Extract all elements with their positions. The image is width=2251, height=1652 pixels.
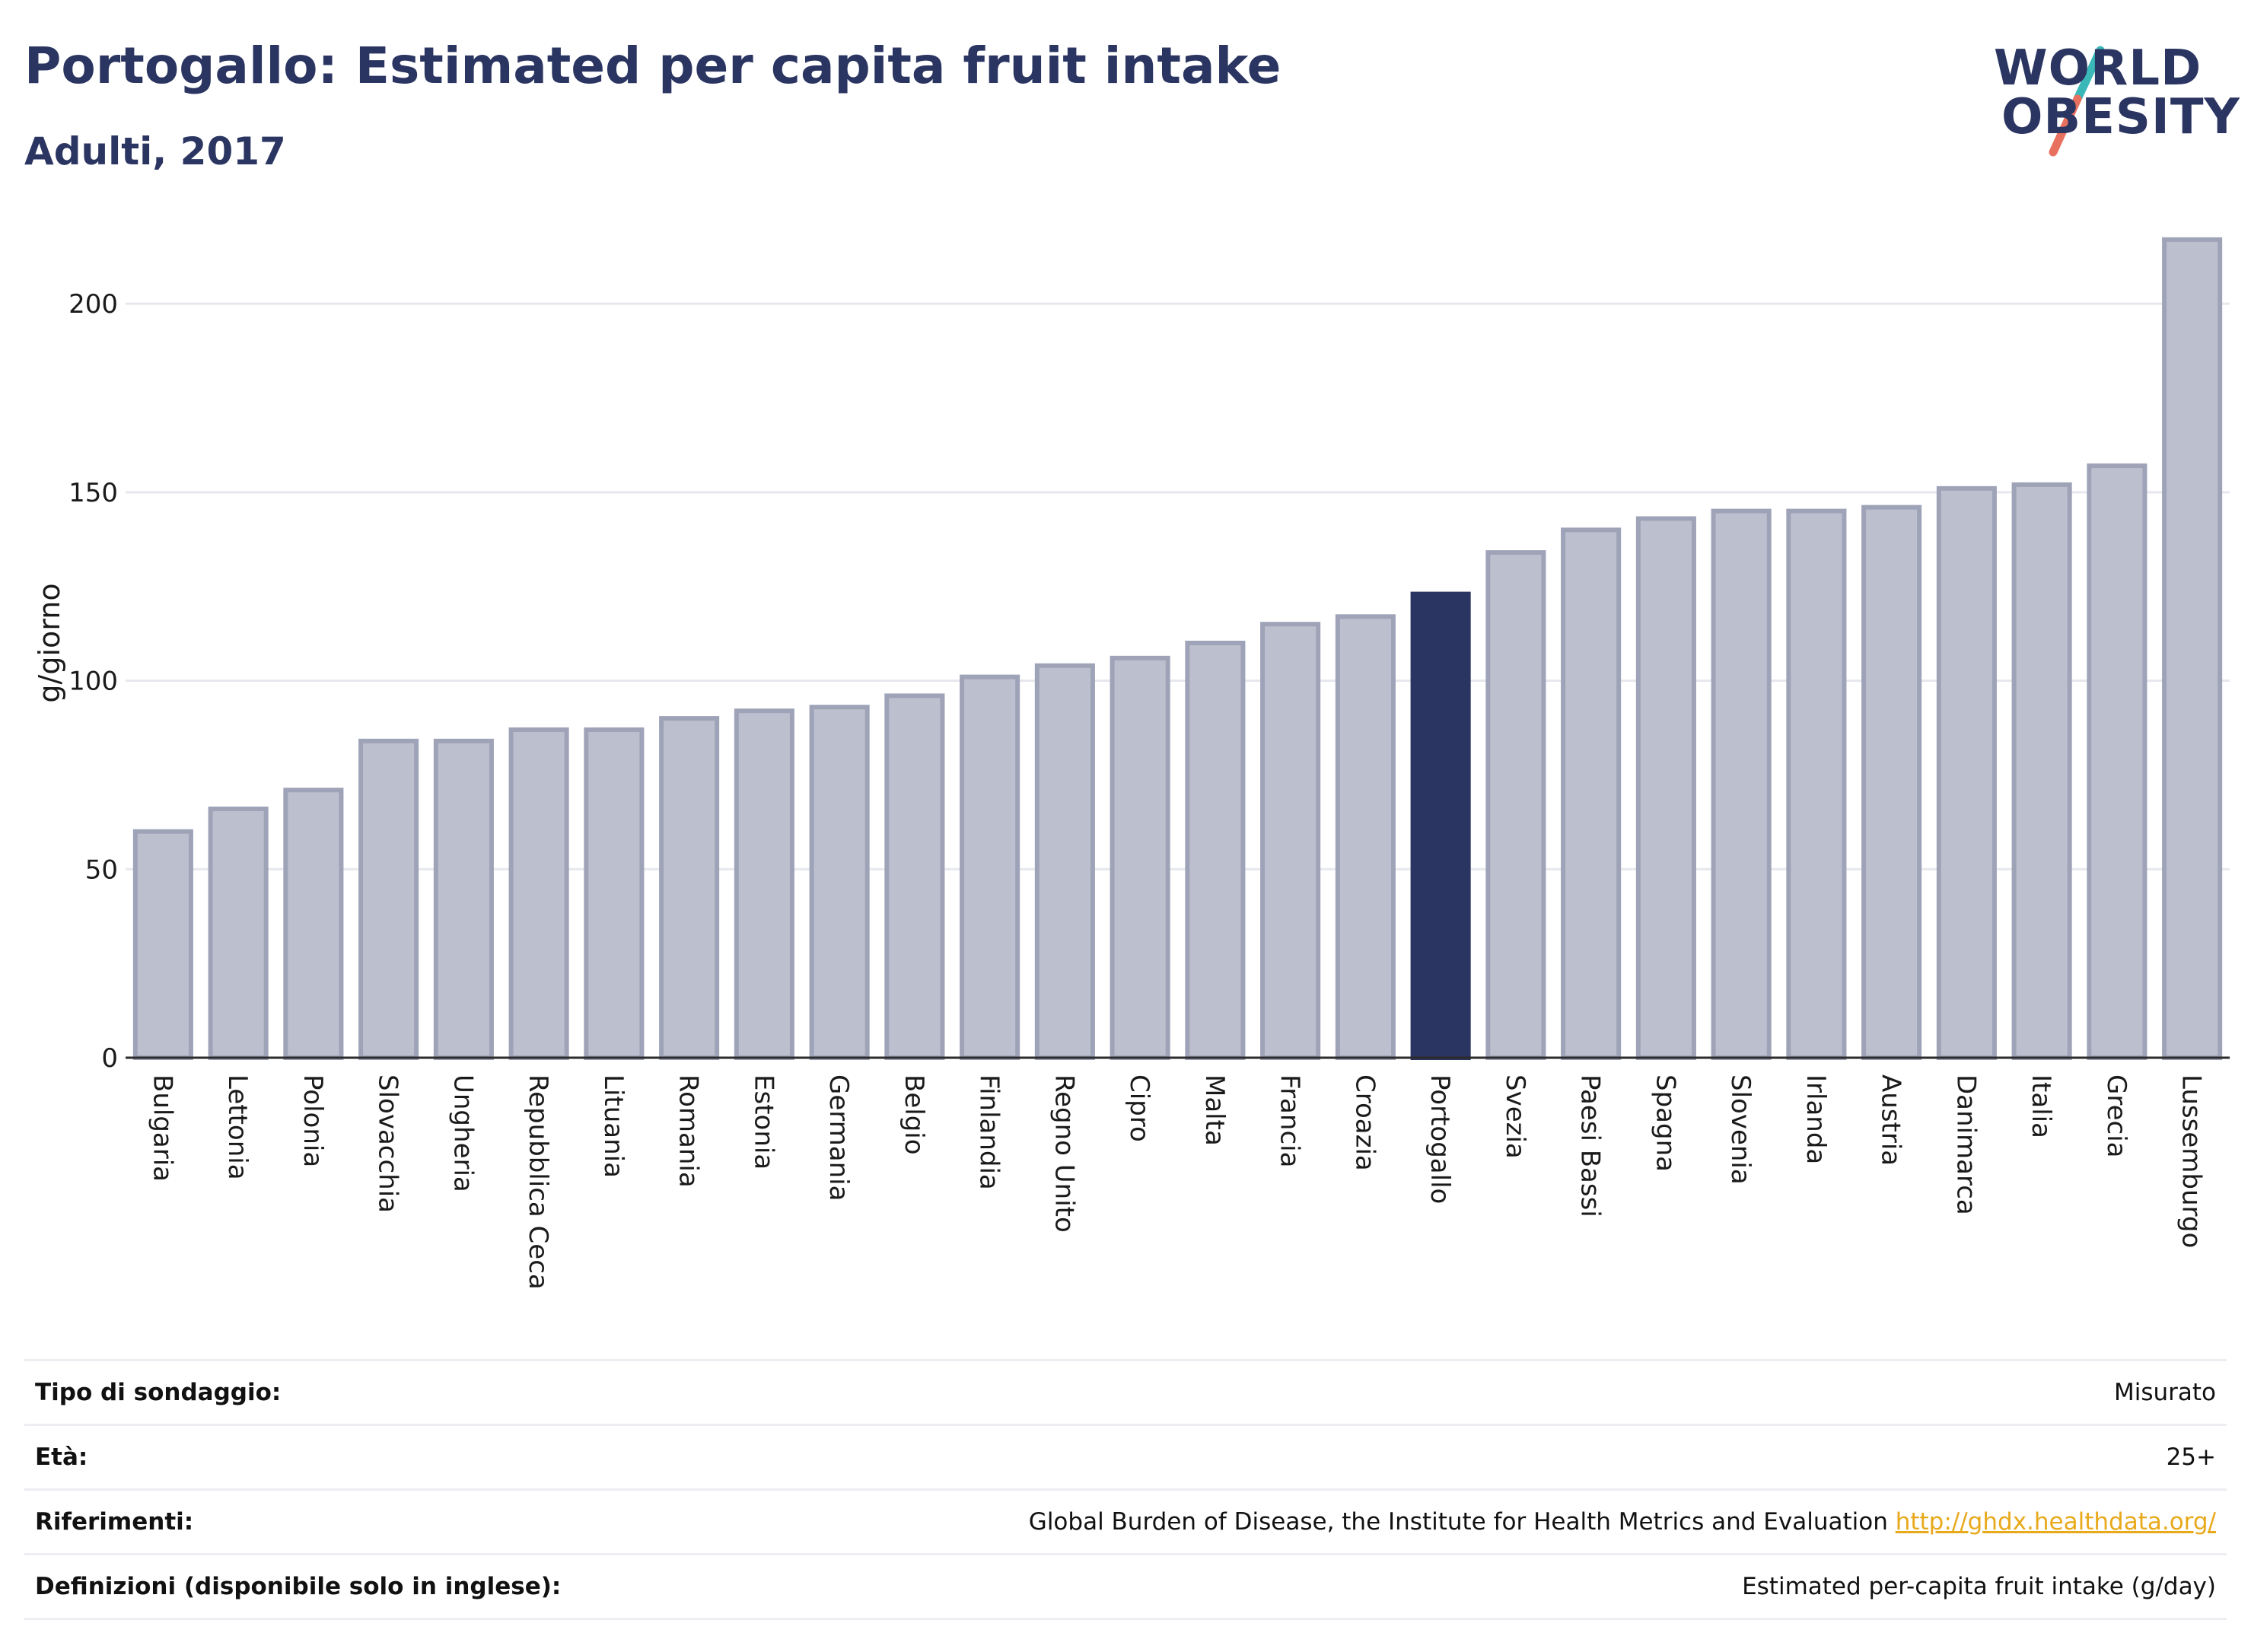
bar-slovacchia (358, 738, 419, 1060)
bar-irlanda (1786, 508, 1847, 1060)
bar-lussemburgo (2162, 237, 2223, 1060)
bar-malta (1185, 641, 1246, 1060)
x-tick-label: Austria (1876, 1074, 1906, 1166)
bar-spagna (1635, 516, 1696, 1060)
meta-label: Tipo di sondaggio: (35, 1379, 282, 1406)
logo-text-obesity: OBESITY (2001, 89, 2240, 145)
world-obesity-logo: WORLD OBESITY (1979, 23, 2240, 160)
bar-austria (1861, 505, 1922, 1060)
meta-value: Misurato (2113, 1379, 2216, 1406)
meta-value-references: Global Burden of Disease, the Institute … (1029, 1508, 2227, 1536)
x-tick-label: Cipro (1124, 1074, 1154, 1142)
x-tick-label: Lettonia (222, 1074, 253, 1180)
bar-lituania (584, 727, 645, 1060)
logo-text-world: WORLD (1994, 40, 2202, 97)
y-tick-label: 100 (68, 667, 118, 697)
x-tick-label: Malta (1199, 1074, 1230, 1146)
x-tick-label: Irlanda (1800, 1074, 1831, 1164)
bar-danimarca (1936, 485, 1997, 1060)
bar-paesi-bassi (1561, 527, 1622, 1060)
x-tick-label: Estonia (748, 1074, 778, 1170)
bar-portogallo (1410, 591, 1471, 1060)
y-tick-label: 0 (101, 1043, 118, 1074)
x-tick-label: Grecia (2101, 1074, 2132, 1157)
y-tick-label: 50 (85, 855, 118, 885)
bar-chart: 0 50 100 150 200 Bulgaria Lettonia Polonia Slov… (33, 237, 2230, 1290)
x-tick-label: Slovenia (1725, 1074, 1756, 1185)
meta-label: Età: (35, 1444, 88, 1471)
meta-row-references: Riferimenti: Global Burden of Disease, t… (24, 1488, 2227, 1553)
y-axis-label: g/giorno (33, 583, 66, 702)
x-tick-label: Repubblica Ceca (523, 1074, 553, 1290)
reference-text: Global Burden of Disease, the Institute … (1028, 1508, 1888, 1536)
bar-estonia (734, 708, 794, 1060)
bar-ungheria (433, 738, 494, 1060)
bar-belgio (884, 693, 945, 1060)
bar-finlandia (960, 674, 1020, 1060)
x-tick-label: Bulgaria (147, 1074, 177, 1182)
meta-row-survey-type: Tipo di sondaggio: Misurato (24, 1359, 2227, 1424)
bar-svezia (1485, 550, 1546, 1060)
bar-grecia (2087, 463, 2148, 1060)
bars (132, 237, 2223, 1061)
x-tick-label: Belgio (899, 1074, 929, 1155)
bar-germania (809, 705, 870, 1061)
x-axis-ticks: Bulgaria Lettonia Polonia Slovacchia Ungheri… (147, 1074, 2206, 1290)
bar-polonia (283, 788, 344, 1061)
bar-francia (1260, 622, 1321, 1060)
bar-italia (2011, 482, 2072, 1060)
x-tick-label: Francia (1275, 1074, 1305, 1167)
x-tick-label: Slovacchia (373, 1074, 403, 1213)
x-tick-label: Paesi Bassi (1575, 1074, 1606, 1218)
meta-row-definitions: Definizioni (disponibile solo in inglese… (24, 1553, 2227, 1620)
meta-label: Riferimenti: (35, 1508, 194, 1536)
x-tick-label: Spagna (1650, 1074, 1680, 1172)
meta-row-age: Età: 25+ (24, 1424, 2227, 1488)
x-tick-label: Italia (2026, 1074, 2056, 1138)
chart-subtitle: Adulti, 2017 (24, 129, 286, 173)
y-tick-label: 150 (68, 478, 118, 508)
x-tick-label: Lituania (598, 1074, 629, 1178)
x-tick-label: Lussemburgo (2176, 1074, 2207, 1248)
x-tick-label: Ungheria (447, 1074, 478, 1192)
meta-value: Estimated per-capita fruit intake (g/day… (1742, 1573, 2216, 1600)
x-tick-label: Svezia (1500, 1074, 1530, 1159)
bar-croazia (1335, 614, 1396, 1060)
x-tick-label: Germania (823, 1074, 854, 1201)
bar-regno-unito (1034, 663, 1095, 1060)
bar-bulgaria (132, 829, 193, 1061)
bar-cipro (1110, 655, 1170, 1060)
meta-label: Definizioni (disponibile solo in inglese… (35, 1573, 562, 1600)
x-tick-label: Finlandia (974, 1074, 1005, 1190)
bar-repubblica-ceca (508, 727, 569, 1060)
meta-value: 25+ (2166, 1444, 2216, 1471)
logo-slash-icon (2049, 46, 2105, 157)
x-tick-label: Polonia (298, 1074, 328, 1167)
metadata-table: Tipo di sondaggio: Misurato Età: 25+ Rif… (24, 1359, 2227, 1620)
x-tick-label: Regno Unito (1049, 1074, 1079, 1233)
y-axis-ticks: 0 50 100 150 200 (68, 289, 118, 1074)
x-tick-label: Portogallo (1425, 1074, 1455, 1204)
bar-romania (659, 716, 720, 1060)
chart-title: Portogallo: Estimated per capita fruit i… (24, 37, 1282, 95)
bar-lettonia (208, 807, 269, 1060)
x-tick-label: Croazia (1349, 1074, 1380, 1171)
reference-link[interactable]: http://ghdx.healthdata.org/ (1895, 1508, 2216, 1536)
bar-slovenia (1711, 508, 1772, 1060)
x-tick-label: Danimarca (1950, 1074, 1981, 1215)
y-tick-label: 200 (68, 289, 118, 320)
x-tick-label: Romania (673, 1074, 704, 1188)
